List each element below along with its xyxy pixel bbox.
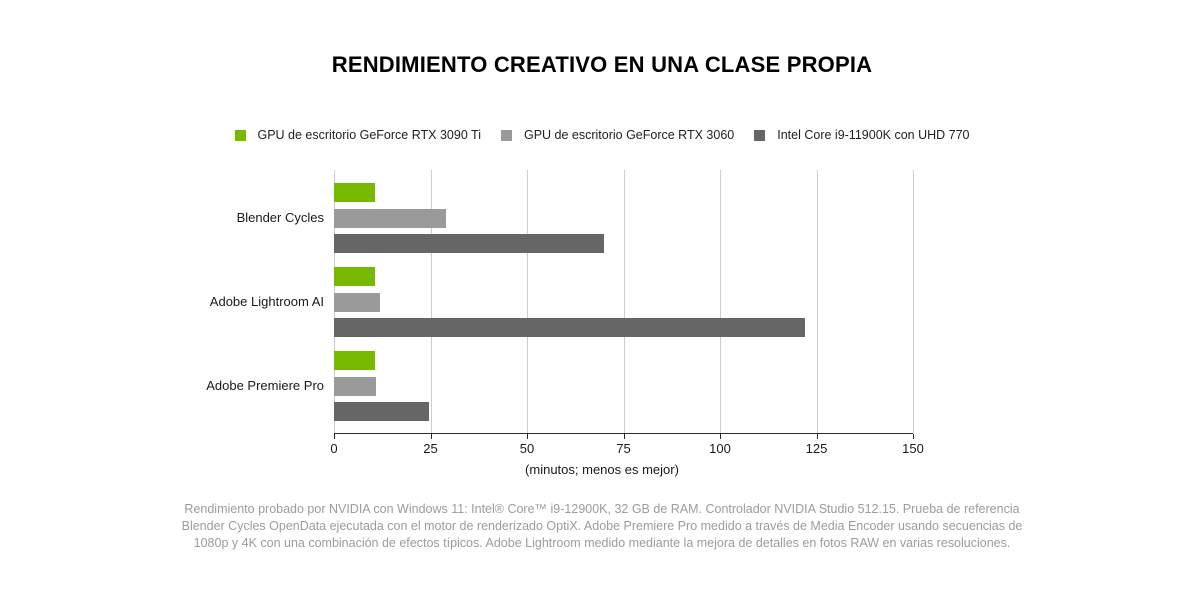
gridline-50	[527, 170, 528, 433]
x-axis-tick-125	[816, 434, 818, 439]
legend-swatch-icon	[500, 129, 512, 141]
bar-adobe-premiere-pro-gpu-de-escritorio-geforce-rtx-3090-ti	[334, 351, 375, 370]
category-label-blender-cycles: Blender Cycles	[236, 210, 324, 225]
bar-blender-cycles-gpu-de-escritorio-geforce-rtx-3090-ti	[334, 183, 375, 202]
legend-label: GPU de escritorio GeForce RTX 3060	[523, 128, 735, 142]
bar-blender-cycles-intel-core-i9-11900k-con-uhd-770	[334, 234, 605, 253]
bar-group-blender-cycles	[334, 183, 913, 253]
bar-adobe-lightroom-ai-gpu-de-escritorio-geforce-rtx-3060	[334, 292, 381, 312]
bar-adobe-premiere-pro-intel-core-i9-11900k-con-uhd-770	[334, 402, 429, 421]
category-label-adobe-premiere-pro: Adobe Premiere Pro	[206, 378, 324, 393]
x-axis-caption: (minutos; menos es mejor)	[525, 462, 679, 477]
bar-blender-cycles-gpu-de-escritorio-geforce-rtx-3060	[334, 208, 446, 228]
x-axis-tick-0	[334, 434, 335, 439]
gridline-150	[913, 170, 914, 433]
legend-swatch-icon	[234, 129, 246, 141]
category-label-adobe-lightroom-ai: Adobe Lightroom AI	[209, 294, 324, 309]
x-tick-label-75: 75	[616, 441, 631, 456]
x-tick-label-125: 125	[805, 441, 828, 456]
x-axis-tick-150	[913, 434, 914, 439]
legend: GPU de escritorio GeForce RTX 3090 Ti GPU…	[0, 128, 1204, 142]
legend-label: Intel Core i9-11900K con UHD 770	[777, 128, 970, 142]
x-tick-label-150: 150	[902, 441, 924, 456]
legend-item-intel-core-i9-11900k-con-uhd-770: Intel Core i9-11900K con UHD 770	[754, 128, 970, 142]
footnote: Rendimiento probado por NVIDIA con Windo…	[181, 502, 1023, 550]
x-axis-line	[334, 433, 913, 434]
x-axis-tick-100	[720, 434, 721, 439]
x-axis-tick-50	[527, 434, 528, 439]
legend-item-gpu-de-escritorio-geforce-rtx-3090-ti: GPU de escritorio GeForce RTX 3090 Ti	[234, 128, 481, 142]
x-axis-tick-25	[430, 434, 432, 439]
x-tick-label-50: 50	[519, 441, 535, 456]
x-tick-label-0: 0	[330, 441, 338, 456]
x-tick-label-100: 100	[709, 441, 731, 456]
plot-area	[334, 170, 914, 439]
bar-group-adobe-lightroom-ai	[334, 267, 913, 337]
legend-label: GPU de escritorio GeForce RTX 3090 Ti	[257, 128, 481, 142]
bar-adobe-lightroom-ai-gpu-de-escritorio-geforce-rtx-3090-ti	[334, 267, 375, 286]
gridline-125	[816, 170, 818, 433]
legend-item-gpu-de-escritorio-geforce-rtx-3060: GPU de escritorio GeForce RTX 3060	[500, 128, 735, 142]
gridline-100	[720, 170, 721, 433]
x-axis-tick-75	[623, 434, 625, 439]
bar-group-adobe-premiere-pro	[334, 351, 913, 421]
chart-title: RENDIMIENTO CREATIVO EN UNA CLASE PROPIA	[331, 52, 873, 77]
legend-swatch-icon	[754, 129, 766, 141]
gridline-75	[623, 170, 625, 433]
x-tick-label-25: 25	[423, 441, 438, 456]
bar-adobe-premiere-pro-gpu-de-escritorio-geforce-rtx-3060	[334, 376, 377, 396]
gridline-25	[430, 170, 432, 433]
bar-adobe-lightroom-ai-intel-core-i9-11900k-con-uhd-770	[334, 318, 805, 337]
